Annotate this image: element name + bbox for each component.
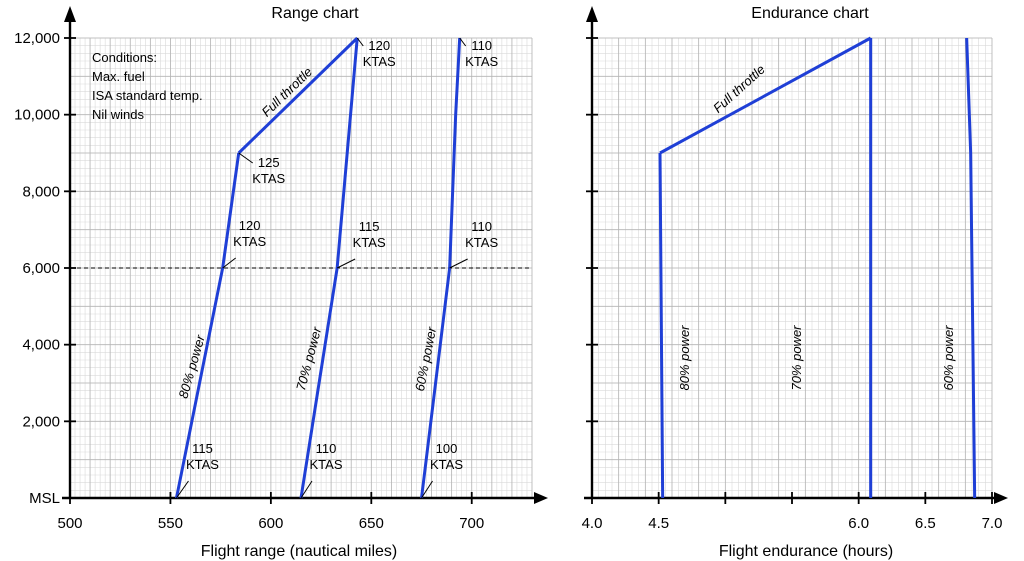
chart-title: Endurance chart [751, 5, 869, 22]
annotation-label: KTAS [363, 54, 396, 69]
x-tick-label: 500 [57, 515, 82, 532]
series-line-60-power [965, 37, 977, 499]
x-tick-label: 6.0 [848, 515, 869, 532]
y-tick-label: 8,000 [22, 183, 60, 200]
x-tick-label: 650 [359, 515, 384, 532]
annotation-label: 110 [471, 219, 492, 234]
annotation-label: 125 [258, 155, 280, 170]
y-tick-label: 4,000 [22, 337, 60, 354]
x-tick-label: 600 [258, 515, 283, 532]
series-line-80-power [658, 152, 665, 499]
annotation-label: KTAS [252, 171, 285, 186]
y-tick-label: 2,000 [22, 413, 60, 430]
y-tick-label: 12,000 [14, 30, 60, 47]
chart-panel-0 [62, 6, 548, 504]
conditions-text: ISA standard temp. [92, 88, 203, 103]
annotation-label: KTAS [465, 54, 498, 69]
annotation-label: 110 [471, 38, 492, 53]
annotation-leader-line [222, 257, 236, 269]
x-axis-label: Flight range (nautical miles) [201, 543, 398, 560]
x-tick-label: 700 [459, 515, 484, 532]
annotation-leader-line [449, 258, 468, 269]
x-tick-label: 7.0 [982, 515, 1003, 532]
series-label: 60% power [941, 325, 956, 391]
annotation-label: KTAS [430, 457, 463, 472]
x-axis-arrow-icon [534, 492, 548, 504]
series-line-full-throttle [659, 36, 872, 155]
annotation-leader-line [356, 37, 364, 47]
series-label: 70% power [789, 325, 804, 391]
annotation-leader-line [176, 480, 189, 499]
y-tick-label: MSL [29, 490, 60, 507]
annotation-label: KTAS [465, 235, 498, 250]
annotation-leader-line [300, 480, 313, 499]
annotation-label: KTAS [233, 234, 266, 249]
y-tick-label: 10,000 [14, 107, 60, 124]
annotation-leader-line [421, 480, 433, 499]
x-tick-label: 4.0 [582, 515, 603, 532]
y-tick-label: 6,000 [22, 260, 60, 277]
annotation-label: 110 [316, 441, 337, 456]
annotation-label: 100 [436, 441, 458, 456]
annotation-label: KTAS [353, 235, 386, 250]
x-axis-arrow-icon [994, 492, 1008, 504]
conditions-text: Conditions: [92, 50, 157, 65]
annotation-label: KTAS [186, 457, 219, 472]
x-axis-label: Flight endurance (hours) [719, 543, 893, 560]
x-tick-label: 6.5 [915, 515, 936, 532]
annotation-label: 120 [239, 218, 261, 233]
annotation-leader-line [459, 37, 467, 47]
annotation-label: 120 [368, 38, 390, 53]
y-axis-arrow-icon [586, 6, 598, 22]
series-label: 80% power [677, 325, 692, 391]
annotation-label: 115 [192, 441, 213, 456]
chart-panel-1 [584, 6, 1008, 504]
annotation-leader-line [238, 152, 254, 164]
conditions-text: Nil winds [92, 107, 145, 122]
series-line-60-power [420, 37, 462, 499]
x-tick-label: 550 [158, 515, 183, 532]
conditions-text: Max. fuel [92, 69, 145, 84]
x-tick-label: 4.5 [648, 515, 669, 532]
y-axis-arrow-icon [64, 6, 76, 22]
annotation-label: 115 [359, 219, 380, 234]
annotation-label: KTAS [310, 457, 343, 472]
chart-title: Range chart [271, 5, 359, 22]
annotation-leader-line [336, 258, 356, 269]
series-line-full-throttle [237, 36, 359, 155]
